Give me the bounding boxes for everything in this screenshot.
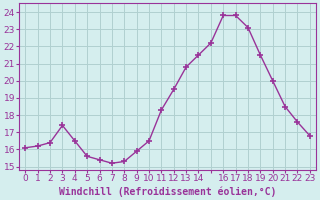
X-axis label: Windchill (Refroidissement éolien,°C): Windchill (Refroidissement éolien,°C) xyxy=(59,186,276,197)
